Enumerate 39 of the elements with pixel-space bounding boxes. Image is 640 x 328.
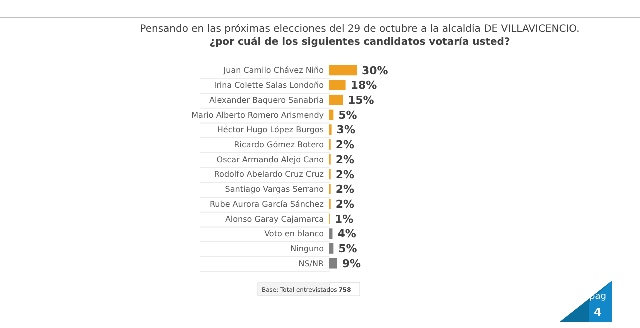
data-label: 5%: [338, 242, 358, 256]
y-tick-label: Ricardo Gómez Botero: [234, 140, 324, 150]
data-label: 1%: [334, 212, 354, 226]
bar: [329, 94, 343, 106]
chart-title: Pensando en las próximas elecciones del 29 de octubre a la alcaldía DE VILLAVICENCIO.: [140, 24, 580, 35]
y-tick-label: Voto en blanco: [264, 230, 324, 239]
chart-subtitle: ¿por cuál de los siguientes candidatos votaría usted?: [210, 37, 510, 48]
y-tick-label: Juan Camilo Chávez Niño: [222, 66, 324, 76]
bar: [329, 258, 338, 269]
bar: [329, 228, 333, 240]
y-tick-label: Rube Aurora García Sánchez: [210, 200, 324, 209]
data-label: 4%: [338, 228, 356, 241]
bar: [329, 124, 332, 136]
data-label: 30%: [362, 64, 388, 78]
y-tick-label: Santiago Vargas Serrano: [225, 185, 324, 194]
y-tick-label: Mario Alberto Romero Arismendy: [192, 110, 324, 120]
y-tick-label: Alonso Garay Cajamarca: [225, 214, 324, 224]
data-label: 15%: [348, 94, 374, 107]
y-tick-label: Alexander Baquero Sanabria: [210, 96, 324, 105]
data-label: 2%: [336, 183, 355, 196]
data-label: 2%: [336, 198, 355, 211]
bar: [329, 244, 334, 254]
bar: [329, 65, 357, 76]
data-label: 9%: [342, 257, 362, 270]
data-label: 2%: [336, 138, 355, 152]
data-label: 3%: [336, 124, 356, 137]
y-tick-label: Ninguno: [290, 244, 324, 254]
y-tick-label: Rodolfo Abelardo Cruz Cruz: [214, 170, 324, 180]
data-label: 2%: [336, 153, 355, 166]
y-tick-label: Héctor Hugo López Burgos: [217, 126, 324, 135]
y-tick-label: NS/NR: [298, 259, 324, 268]
text: 4: [594, 306, 602, 319]
bar: [329, 80, 346, 90]
data-label: 5%: [338, 108, 358, 122]
bar: [329, 110, 334, 120]
data-label: 2%: [336, 168, 355, 182]
y-tick-label: Irina Colette Salas Londoño: [214, 81, 324, 90]
data-label: 18%: [350, 79, 378, 92]
y-tick-label: Oscar Armando Alejo Cano: [216, 155, 324, 164]
